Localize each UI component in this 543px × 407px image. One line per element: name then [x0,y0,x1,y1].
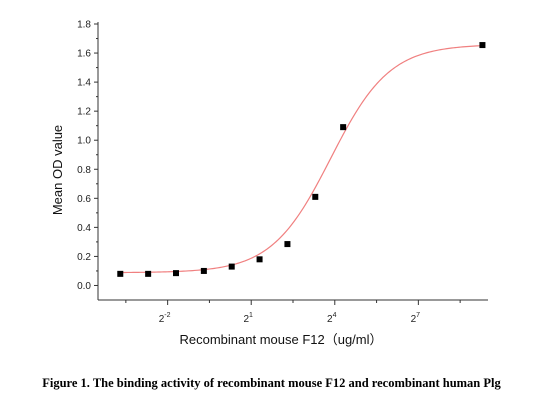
x-tick-label: 27 [411,312,421,325]
axes: 0.0 0.2 0.4 0.6 0.8 1.0 1.2 1.4 1.6 1.8 2-2 21 24 27 [77,20,488,325]
data-point [256,256,263,263]
data-point [284,241,291,248]
fit-curve [120,45,483,274]
y-axis-title: Mean OD value [50,125,65,215]
chart: 0.00.20.40.60.81.01.21.41.61.82-2 21 24 27 … [50,20,488,347]
data-point [145,270,152,277]
data-point [312,193,319,200]
y-tick-label: 1.2 [77,107,91,118]
data-point [228,263,235,270]
y-tick-label: 1.6 [77,49,91,60]
y-tick-label: 1.0 [77,136,91,147]
x-tick-label: 2-2 [159,312,171,325]
y-tick-label: 0.4 [77,223,91,234]
data-point [340,124,347,131]
y-tick-label: 0.6 [77,194,91,205]
fit-curve-layer [120,45,483,274]
x-axis-title: Recombinant mouse F12（ug/ml） [179,332,382,347]
x-tick-label: 24 [327,312,337,325]
x-tick-label: 21 [243,312,253,325]
y-tick-label: 1.8 [77,20,91,31]
y-tick-label: 0.0 [77,281,91,292]
data-point [200,267,207,274]
figure-caption: Figure 1. The binding activity of recomb… [42,376,501,390]
data-points-layer [117,42,486,277]
y-tick-label: 0.8 [77,165,91,176]
data-point [117,270,124,277]
data-point [173,270,179,277]
y-tick-label: 0.2 [77,252,91,263]
data-point [479,42,486,49]
y-tick-label: 1.4 [77,78,91,89]
